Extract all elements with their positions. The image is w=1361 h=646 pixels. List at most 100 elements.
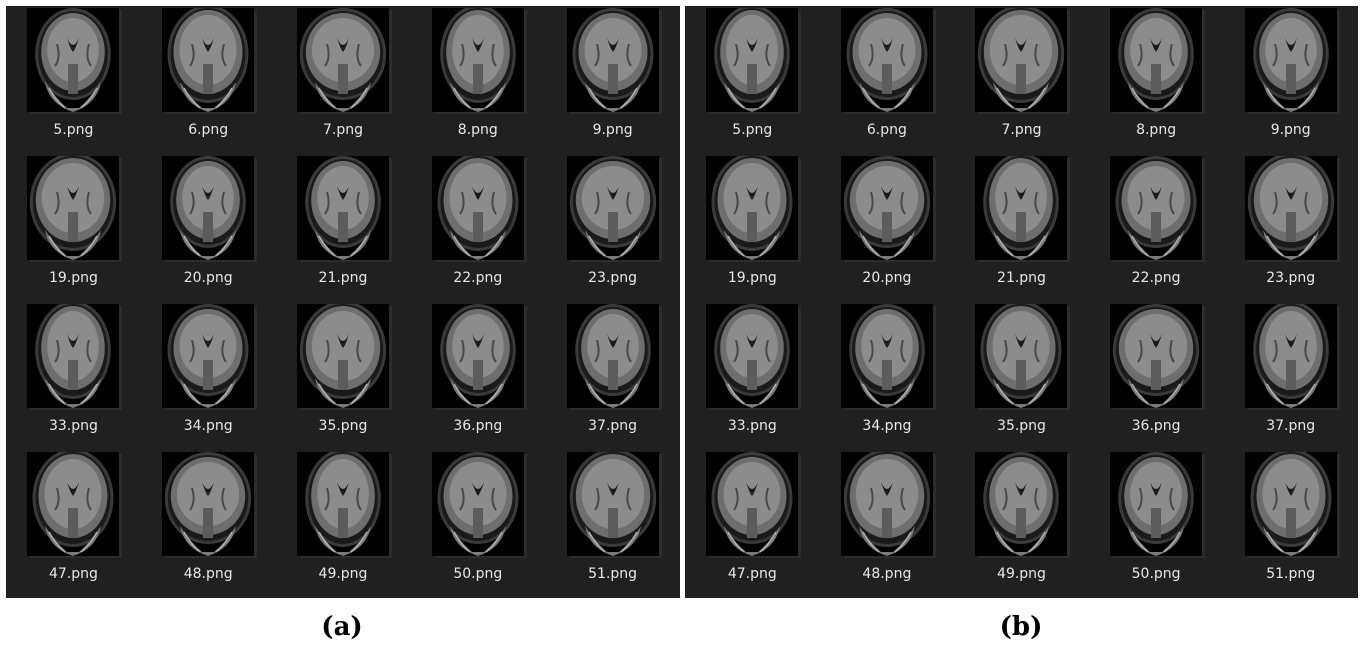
brain-mri-thumbnail[interactable] bbox=[1244, 8, 1337, 112]
file-name-label: 50.png bbox=[453, 566, 503, 582]
file-name-label: 20.png bbox=[862, 270, 912, 286]
file-name-label: 5.png bbox=[53, 122, 94, 138]
brain-mri-thumbnail[interactable] bbox=[840, 8, 933, 112]
file-name-label: 19.png bbox=[48, 270, 98, 286]
file-item[interactable]: 23.png bbox=[1223, 154, 1358, 302]
brain-mri-thumbnail[interactable] bbox=[27, 156, 120, 260]
file-item[interactable]: 7.png bbox=[954, 6, 1089, 154]
brain-mri-thumbnail[interactable] bbox=[706, 8, 799, 112]
file-item[interactable]: 9.png bbox=[1223, 6, 1358, 154]
file-item[interactable]: 33.png bbox=[6, 302, 141, 450]
file-item[interactable]: 35.png bbox=[276, 302, 411, 450]
brain-mri-thumbnail[interactable] bbox=[27, 304, 120, 408]
file-name-label: 47.png bbox=[48, 566, 98, 582]
file-item[interactable]: 50.png bbox=[1089, 450, 1224, 598]
brain-mri-thumbnail[interactable] bbox=[840, 304, 933, 408]
file-name-label: 9.png bbox=[1270, 122, 1311, 138]
file-item[interactable]: 37.png bbox=[1223, 302, 1358, 450]
brain-mri-thumbnail[interactable] bbox=[1110, 304, 1203, 408]
file-item[interactable]: 5.png bbox=[685, 6, 820, 154]
brain-mri-thumbnail[interactable] bbox=[706, 304, 799, 408]
file-item[interactable]: 48.png bbox=[141, 450, 276, 598]
file-name-label: 9.png bbox=[592, 122, 633, 138]
file-item[interactable]: 51.png bbox=[545, 450, 680, 598]
file-item[interactable]: 20.png bbox=[141, 154, 276, 302]
file-item[interactable]: 5.png bbox=[6, 6, 141, 154]
file-item[interactable]: 49.png bbox=[954, 450, 1089, 598]
file-name-label: 51.png bbox=[1266, 566, 1316, 582]
file-browser-panel-b: 5.png 6.png 7.png 8.png 9.png 19.png 20.png 21.… bbox=[685, 6, 1358, 598]
brain-mri-thumbnail[interactable] bbox=[162, 304, 255, 408]
file-item[interactable]: 7.png bbox=[276, 6, 411, 154]
brain-mri-thumbnail[interactable] bbox=[975, 304, 1068, 408]
file-name-label: 7.png bbox=[1001, 122, 1042, 138]
file-item[interactable]: 9.png bbox=[545, 6, 680, 154]
file-item[interactable]: 36.png bbox=[1089, 302, 1224, 450]
brain-mri-thumbnail[interactable] bbox=[840, 452, 933, 556]
file-name-label: 33.png bbox=[727, 418, 777, 434]
brain-mri-thumbnail[interactable] bbox=[975, 8, 1068, 112]
brain-mri-thumbnail[interactable] bbox=[975, 156, 1068, 260]
file-browser-panel-a: 5.png 6.png 7.png 8.png 9.png 19.png 20.png 21.… bbox=[6, 6, 680, 598]
thumbnail-grid: 5.png 6.png 7.png 8.png 9.png 19.png 20.png 21.… bbox=[685, 6, 1358, 598]
file-item[interactable]: 19.png bbox=[685, 154, 820, 302]
brain-mri-thumbnail[interactable] bbox=[1110, 8, 1203, 112]
file-name-label: 36.png bbox=[453, 418, 503, 434]
file-name-label: 33.png bbox=[48, 418, 98, 434]
file-item[interactable]: 47.png bbox=[685, 450, 820, 598]
file-item[interactable]: 21.png bbox=[954, 154, 1089, 302]
brain-mri-thumbnail[interactable] bbox=[566, 156, 659, 260]
brain-mri-thumbnail[interactable] bbox=[296, 8, 389, 112]
file-item[interactable]: 34.png bbox=[820, 302, 955, 450]
file-item[interactable]: 20.png bbox=[820, 154, 955, 302]
brain-mri-thumbnail[interactable] bbox=[840, 156, 933, 260]
brain-mri-thumbnail[interactable] bbox=[706, 156, 799, 260]
file-item[interactable]: 37.png bbox=[545, 302, 680, 450]
brain-mri-thumbnail[interactable] bbox=[566, 452, 659, 556]
file-item[interactable]: 48.png bbox=[820, 450, 955, 598]
file-item[interactable]: 35.png bbox=[954, 302, 1089, 450]
file-name-label: 6.png bbox=[866, 122, 907, 138]
brain-mri-thumbnail[interactable] bbox=[27, 452, 120, 556]
file-name-label: 21.png bbox=[318, 270, 368, 286]
brain-mri-thumbnail[interactable] bbox=[1110, 156, 1203, 260]
brain-mri-thumbnail[interactable] bbox=[1244, 452, 1337, 556]
file-item[interactable]: 33.png bbox=[685, 302, 820, 450]
file-item[interactable]: 21.png bbox=[276, 154, 411, 302]
file-item[interactable]: 6.png bbox=[141, 6, 276, 154]
brain-mri-thumbnail[interactable] bbox=[566, 8, 659, 112]
file-item[interactable]: 6.png bbox=[820, 6, 955, 154]
file-item[interactable]: 19.png bbox=[6, 154, 141, 302]
brain-mri-thumbnail[interactable] bbox=[27, 8, 120, 112]
brain-mri-thumbnail[interactable] bbox=[706, 452, 799, 556]
brain-mri-thumbnail[interactable] bbox=[975, 452, 1068, 556]
brain-mri-thumbnail[interactable] bbox=[566, 304, 659, 408]
file-item[interactable]: 8.png bbox=[410, 6, 545, 154]
brain-mri-thumbnail[interactable] bbox=[431, 156, 524, 260]
file-name-label: 35.png bbox=[318, 418, 368, 434]
brain-mri-thumbnail[interactable] bbox=[1244, 304, 1337, 408]
brain-mri-thumbnail[interactable] bbox=[162, 452, 255, 556]
file-item[interactable]: 22.png bbox=[1089, 154, 1224, 302]
brain-mri-thumbnail[interactable] bbox=[296, 156, 389, 260]
file-item[interactable]: 50.png bbox=[410, 450, 545, 598]
brain-mri-thumbnail[interactable] bbox=[1110, 452, 1203, 556]
brain-mri-thumbnail[interactable] bbox=[162, 8, 255, 112]
file-item[interactable]: 22.png bbox=[410, 154, 545, 302]
file-name-label: 23.png bbox=[1266, 270, 1316, 286]
file-item[interactable]: 47.png bbox=[6, 450, 141, 598]
file-item[interactable]: 51.png bbox=[1223, 450, 1358, 598]
brain-mri-thumbnail[interactable] bbox=[1244, 156, 1337, 260]
brain-mri-thumbnail[interactable] bbox=[296, 304, 389, 408]
brain-mri-thumbnail[interactable] bbox=[431, 8, 524, 112]
file-item[interactable]: 8.png bbox=[1089, 6, 1224, 154]
brain-mri-thumbnail[interactable] bbox=[431, 452, 524, 556]
brain-mri-thumbnail[interactable] bbox=[162, 156, 255, 260]
file-item[interactable]: 34.png bbox=[141, 302, 276, 450]
brain-mri-thumbnail[interactable] bbox=[296, 452, 389, 556]
brain-mri-thumbnail[interactable] bbox=[431, 304, 524, 408]
file-item[interactable]: 49.png bbox=[276, 450, 411, 598]
file-name-label: 20.png bbox=[183, 270, 233, 286]
file-item[interactable]: 23.png bbox=[545, 154, 680, 302]
file-item[interactable]: 36.png bbox=[410, 302, 545, 450]
